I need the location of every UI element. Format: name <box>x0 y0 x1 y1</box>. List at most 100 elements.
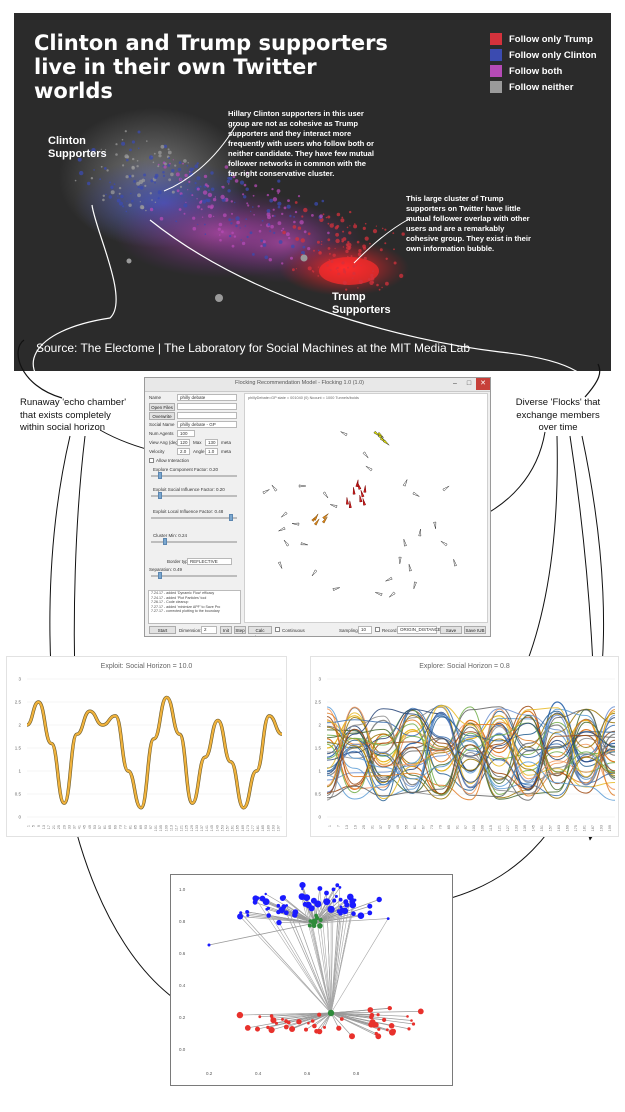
network-dot <box>194 182 197 185</box>
network-dot <box>124 154 129 159</box>
legend-label: Follow neither <box>509 81 574 93</box>
boid-agents <box>262 430 457 598</box>
network-dot <box>172 159 174 161</box>
y-tick-label: 0 <box>318 815 321 820</box>
network-dot <box>202 199 207 204</box>
y-tick-labels: 3 2.5 2 1.5 1 0.5 0 <box>315 677 322 820</box>
network-dot <box>261 219 264 222</box>
network-dot <box>303 207 308 213</box>
network-dot <box>307 266 312 271</box>
num-agents-field[interactable]: 100 <box>177 430 195 437</box>
overwrite-field[interactable] <box>177 412 237 419</box>
save-asr-button[interactable]: Save ASR <box>440 626 462 636</box>
network-dot <box>118 186 122 190</box>
network-dot <box>199 185 202 188</box>
source-credit: Source: The Electome | The Laboratory fo… <box>36 341 471 355</box>
network-node <box>406 1015 409 1018</box>
social-influence-slider[interactable] <box>151 495 237 497</box>
network-dot <box>139 201 141 203</box>
network-dot <box>234 173 236 175</box>
dimension-select[interactable]: 2 <box>201 626 217 634</box>
annotation-line: frequently with users who follow both or <box>228 139 374 148</box>
separation-slider[interactable] <box>151 575 237 577</box>
view-angle-field[interactable]: 120 <box>177 439 190 446</box>
changelog-list[interactable]: 7.24.17 - added 'Dynamic Flow' efficacy … <box>148 590 241 624</box>
boid-agent <box>271 484 278 492</box>
y-tick-label: 0.6 <box>179 951 186 956</box>
clinton-label-line: Clinton <box>48 135 86 147</box>
velocity-field[interactable]: 2.0 <box>177 448 190 455</box>
angle-field[interactable]: 1.0 <box>205 448 218 455</box>
overwrite-button[interactable]: Overwrite <box>149 412 175 420</box>
network-dot <box>74 179 77 182</box>
name-field[interactable]: philly debate <box>177 394 237 401</box>
network-dot <box>291 244 295 249</box>
network-dot <box>342 246 345 248</box>
network-dot <box>262 240 266 244</box>
boid-agent <box>362 451 369 459</box>
x-tick-label: 199 <box>608 825 612 831</box>
network-dot <box>321 241 323 243</box>
view-max-field[interactable]: 130 <box>205 439 218 446</box>
slider-thumb[interactable] <box>163 538 168 545</box>
network-dot <box>192 216 196 220</box>
x-tick-label: 85 <box>447 825 451 829</box>
legend-item-clinton: Follow only Clinton <box>490 47 597 63</box>
x-tick-label: 79 <box>438 825 442 829</box>
save-iub-button[interactable]: Save IUB <box>464 626 486 634</box>
network-node <box>407 1027 411 1031</box>
files-field[interactable] <box>177 403 237 410</box>
network-node <box>388 1023 395 1029</box>
record-select[interactable]: ORIGIN_DISTANCES <box>397 626 444 634</box>
start-creature-button[interactable]: Start Creature <box>149 626 176 636</box>
explore-slider[interactable] <box>151 475 237 477</box>
allow-interaction-checkbox[interactable] <box>149 458 154 463</box>
network-dot <box>187 162 189 164</box>
window-titlebar[interactable]: Flocking Recommendation Model - Flocking… <box>145 378 490 392</box>
continuous-label: Continuous <box>282 628 305 633</box>
cluster-min-slider[interactable] <box>151 541 237 543</box>
flock-canvas[interactable]: phillyDebate=GP state = 001040 (0) Ncoun… <box>244 393 488 623</box>
close-icon[interactable]: ✕ <box>476 378 490 390</box>
trump-label-line: Supporters <box>332 304 391 316</box>
continuous-checkbox[interactable] <box>275 627 280 632</box>
network-node <box>126 258 132 264</box>
social-name-field[interactable]: philly debate - GP <box>177 421 237 428</box>
network-dot <box>120 194 124 199</box>
slider-thumb[interactable] <box>157 472 162 479</box>
slider-thumb[interactable] <box>228 514 233 521</box>
network-hub-node <box>310 918 318 926</box>
init-button[interactable]: Init <box>220 626 232 634</box>
network-dot <box>283 206 287 210</box>
network-dot <box>228 183 230 185</box>
boid-agent <box>321 516 328 524</box>
annotation-line: cohesive group. They exist in their <box>406 234 531 243</box>
border-type-select[interactable]: REFLECTIVE <box>187 558 232 565</box>
sampling-field[interactable]: 10 <box>358 626 372 634</box>
network-dot <box>357 287 359 289</box>
boid-agent <box>375 592 383 597</box>
calc-clusters-button[interactable]: Calc Clusters <box>248 626 272 636</box>
network-dot <box>364 236 369 241</box>
slider-thumb[interactable] <box>157 572 162 579</box>
maximize-icon[interactable]: □ <box>466 380 472 387</box>
slider-thumb[interactable] <box>158 492 163 499</box>
network-dot <box>295 268 297 270</box>
network-dot <box>350 255 353 258</box>
record-checkbox[interactable] <box>375 627 380 632</box>
open-files-button[interactable]: Open Files <box>149 403 175 411</box>
network-dot <box>211 187 215 191</box>
network-dot <box>325 216 328 219</box>
network-edge <box>330 1009 371 1014</box>
local-influence-slider[interactable] <box>151 517 237 519</box>
network-edge <box>330 1012 353 1037</box>
network-dot <box>196 162 199 165</box>
x-tick-label: 0.2 <box>206 1071 213 1076</box>
network-node <box>283 1024 289 1030</box>
network-dot <box>345 249 349 254</box>
legend-item-both: Follow both <box>490 63 562 79</box>
minimize-icon[interactable]: – <box>453 380 457 387</box>
step-button[interactable]: Step <box>234 626 246 634</box>
network-dot <box>384 242 387 245</box>
x-tick-label: 0.6 <box>304 1071 311 1076</box>
